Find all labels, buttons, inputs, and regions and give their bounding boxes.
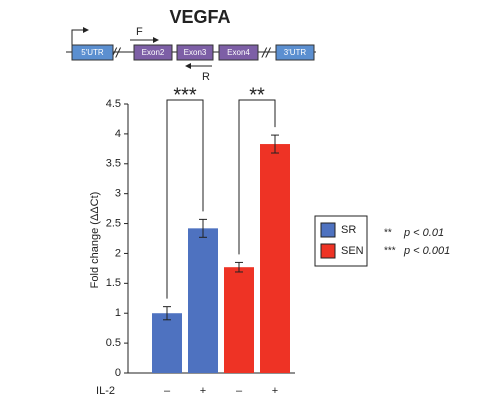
x-tick-label: – [164,385,171,397]
legend-swatch [320,222,336,238]
y-tick-label: 4 [115,128,121,140]
note-stars: ** [384,228,392,239]
y-tick-label: 1.5 [106,277,121,289]
bar [188,228,218,373]
significance-bracket [166,99,204,299]
legend-label: SEN [341,245,364,257]
legend-label: SR [341,224,356,236]
gene-box-label: 5'UTR [81,48,104,57]
break-mark: // [111,45,122,61]
y-tick-label: 2 [115,247,121,259]
chart-title: VEGFA [169,7,230,27]
gene-box-label: Exon4 [227,48,250,57]
x-tick-label: – [236,385,243,397]
bar [224,267,254,373]
f-label: F [136,26,143,38]
y-tick-label: 3.5 [106,158,121,170]
y-tick-label: 1 [115,307,121,319]
x-axis-label: IL-2 [96,385,115,397]
gene-box [133,44,173,61]
gene-box-label: Exon2 [142,48,165,57]
legend-swatch [320,243,336,259]
error-bar [163,306,171,321]
error-bar [235,261,243,273]
y-tick-label: 4.5 [106,98,121,110]
gene-box [275,44,315,61]
y-tick-label: 3 [115,188,121,200]
y-axis-label: Fold change (ΔΔCt) [89,192,101,289]
legend-box [314,215,368,267]
gene-box [71,44,114,61]
y-tick-label: 0 [115,367,121,379]
bar [152,313,182,373]
error-bar [271,134,279,154]
gene-box-label: Exon3 [184,48,207,57]
gene-box [218,44,259,61]
bar [260,144,290,373]
significance-bracket [238,99,276,255]
error-bar [199,218,207,238]
x-tick-label: + [200,385,206,397]
gene-box-label: 3'UTR [284,48,307,57]
significance-label: *** [173,84,197,106]
x-tick-label: + [272,385,278,397]
y-tick-label: 0.5 [106,337,121,349]
break-mark: // [261,45,272,61]
note-pvalue: p < 0.001 [403,245,450,257]
note-stars: *** [384,246,396,257]
r-label: R [202,71,210,83]
y-tick-label: 2.5 [106,217,121,229]
significance-label: ** [249,84,265,106]
note-pvalue: p < 0.01 [403,227,444,239]
gene-box [176,44,214,61]
tss-arrow [71,27,89,45]
